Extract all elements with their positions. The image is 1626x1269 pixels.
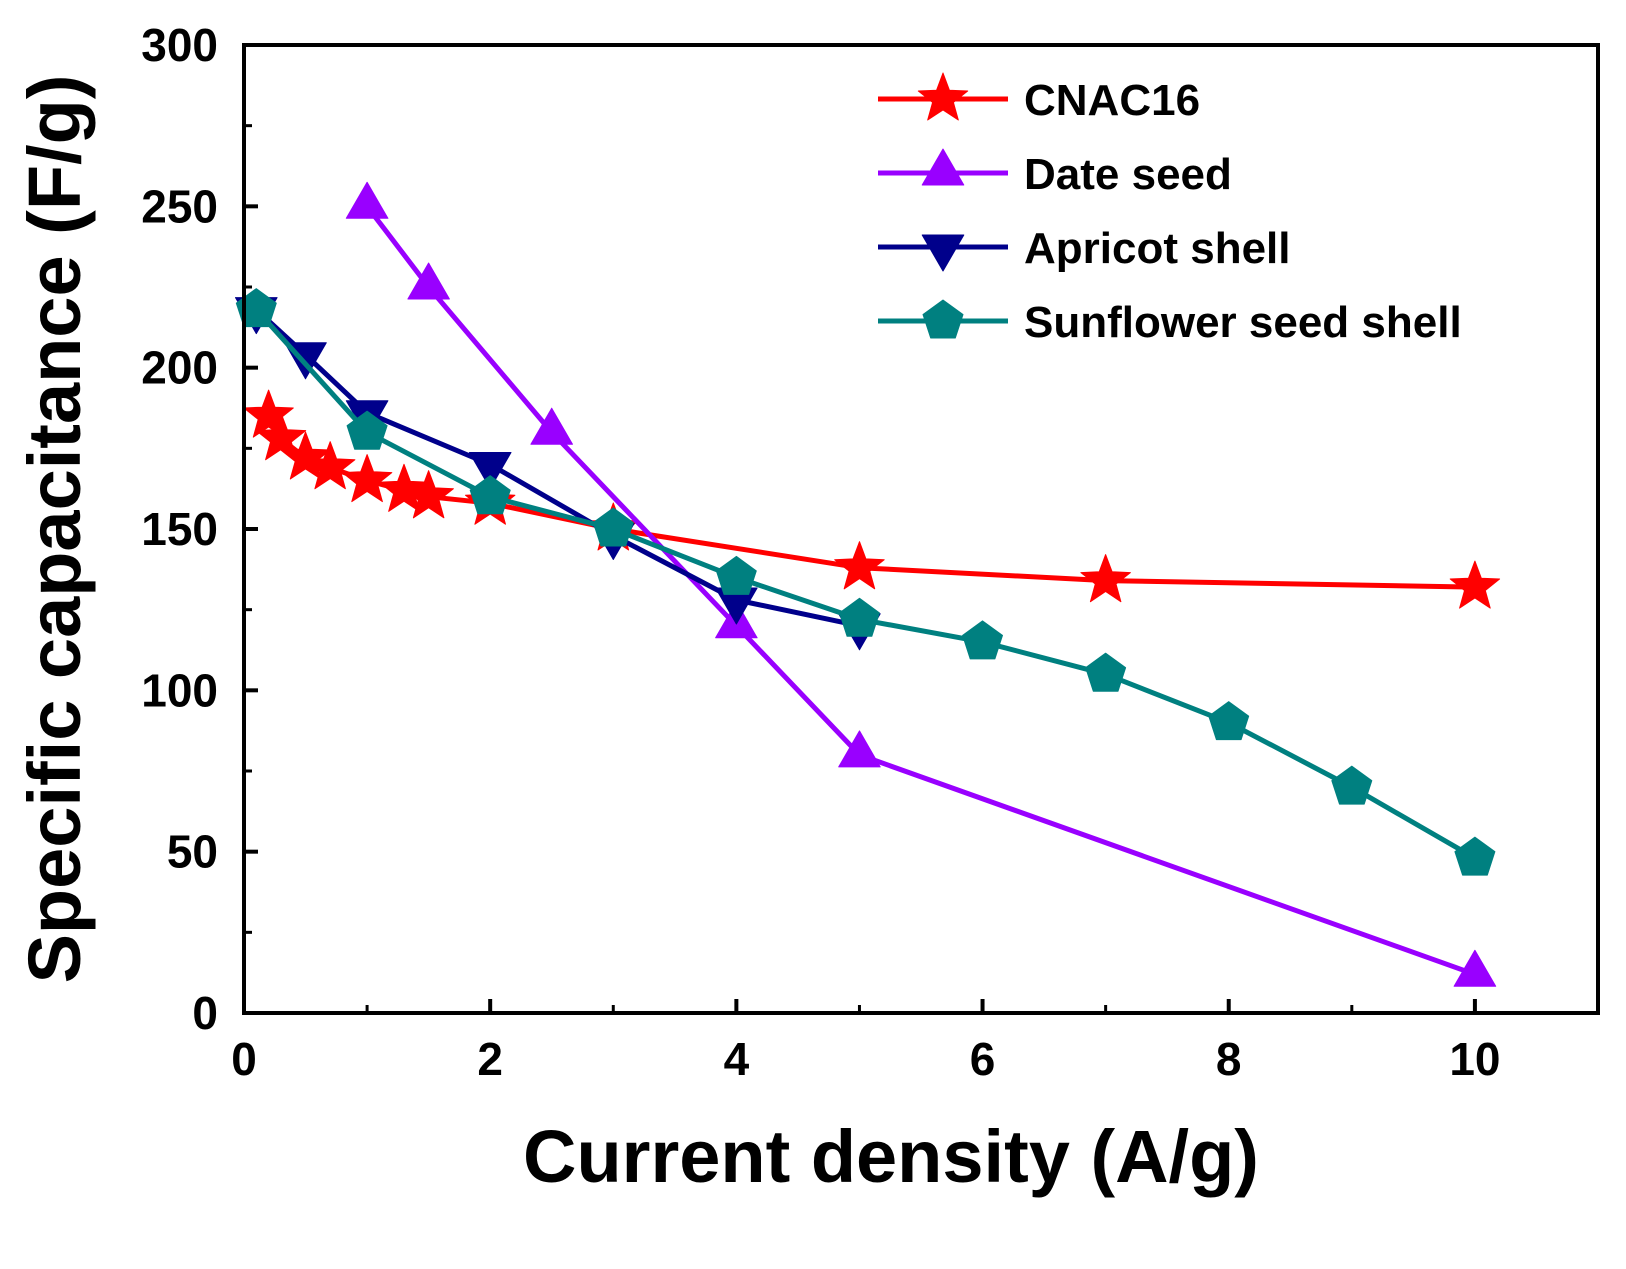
data-point <box>378 463 430 512</box>
y-axis-ticks: 0 50 100 150 200 250 300 <box>141 19 258 1039</box>
legend-label: Date seed <box>1024 150 1232 199</box>
data-point <box>280 431 331 480</box>
data-point <box>530 407 573 445</box>
data-point <box>1085 652 1127 692</box>
x-axis-ticks: 0 2 4 6 8 10 <box>231 999 1500 1085</box>
data-point <box>839 597 880 637</box>
data-point <box>345 181 389 219</box>
y-tick-label: 0 <box>192 987 218 1039</box>
data-point <box>346 410 388 450</box>
legend: CNAC16 Date seed Apricot shell Sunflower se… <box>878 72 1462 347</box>
legend-item: Apricot shell <box>878 224 1291 273</box>
data-point <box>304 441 356 490</box>
legend-marker <box>921 148 965 186</box>
data-point <box>838 730 881 768</box>
data-point <box>1453 949 1497 987</box>
series-line <box>365 204 1476 977</box>
x-tick-label: 6 <box>970 1033 996 1085</box>
data-point <box>403 470 454 519</box>
plot-frame <box>242 43 1600 1015</box>
legend-label: CNAC16 <box>1024 76 1200 125</box>
series-layer <box>235 181 1501 987</box>
y-axis-title: Specific capacitance (F/g) <box>13 75 96 984</box>
y-tick-label: 300 <box>141 19 218 71</box>
series-cnac16 <box>243 389 1501 609</box>
data-point <box>715 555 757 595</box>
legend-marker <box>921 234 965 272</box>
y-tick-label: 150 <box>141 503 218 555</box>
x-tick-label: 8 <box>1216 1033 1242 1085</box>
series-line <box>254 307 861 629</box>
legend-item: CNAC16 <box>878 72 1200 125</box>
legend-marker <box>922 299 964 339</box>
data-point <box>592 507 634 547</box>
legend-label: Sunflower seed shell <box>1024 298 1462 347</box>
data-point <box>962 620 1003 660</box>
series-date-seed <box>345 181 1497 987</box>
y-tick-label: 100 <box>141 664 218 716</box>
data-point <box>1208 701 1250 741</box>
data-point <box>1331 765 1373 805</box>
series-sunflower-seed-shell <box>235 288 1496 876</box>
y-tick-label: 200 <box>141 342 218 394</box>
data-point <box>407 262 450 300</box>
data-point <box>235 288 277 328</box>
x-tick-label: 10 <box>1449 1033 1500 1085</box>
data-point <box>1080 554 1131 603</box>
x-tick-label: 4 <box>724 1033 750 1085</box>
data-point <box>1449 560 1501 609</box>
legend-item: Date seed <box>878 148 1232 199</box>
x-tick-label: 0 <box>231 1033 257 1085</box>
x-tick-label: 2 <box>477 1033 503 1085</box>
legend-label: Apricot shell <box>1024 224 1291 273</box>
x-axis-title: Current density (A/g) <box>523 1115 1259 1198</box>
data-point <box>834 541 885 590</box>
y-tick-label: 50 <box>167 826 218 878</box>
data-point <box>341 454 393 503</box>
data-point <box>1454 836 1496 876</box>
legend-marker <box>917 72 969 121</box>
y-tick-label: 250 <box>141 180 218 232</box>
data-point <box>243 389 294 438</box>
legend-item: Sunflower seed shell <box>878 298 1462 347</box>
data-point <box>469 475 511 515</box>
data-point <box>468 452 512 489</box>
